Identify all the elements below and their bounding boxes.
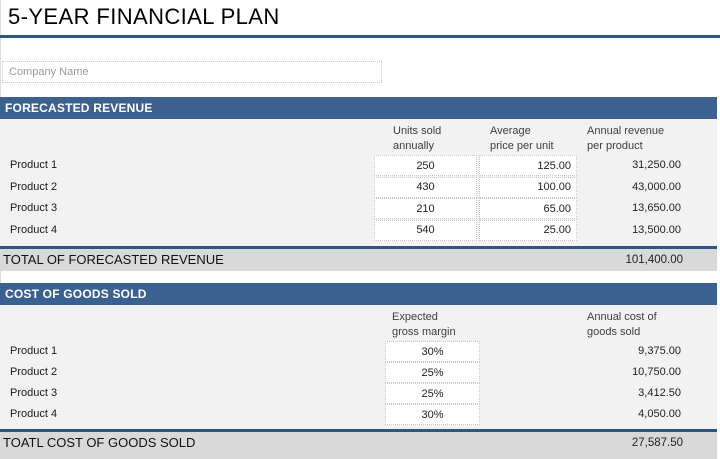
gross-margin-input[interactable] [385, 404, 480, 425]
column-header-annual-cost: Annual cost of goods sold [587, 310, 657, 340]
column-header-line: Annual revenue [587, 125, 665, 137]
product-label: Product 4 [10, 408, 58, 420]
product-label: Product 1 [10, 159, 58, 171]
column-header-line: goods sold [587, 326, 641, 338]
product-label: Product 2 [10, 366, 58, 378]
column-header-units-sold: Units sold annually [393, 124, 441, 154]
units-sold-input[interactable] [374, 198, 477, 219]
cogs-row-product-4: Product 4 4,050.00 [0, 404, 717, 425]
column-header-average-price: Average price per unit [490, 124, 554, 154]
annual-revenue-value: 31,250.00 [632, 159, 681, 171]
price-per-unit-input[interactable] [479, 219, 577, 241]
price-per-unit-input[interactable] [479, 155, 577, 176]
column-header-line: per product [587, 140, 643, 152]
price-per-unit-input[interactable] [479, 176, 577, 198]
product-label: Product 1 [10, 345, 58, 357]
company-name-input[interactable] [2, 61, 382, 83]
section-header-forecasted-revenue: FORECASTED REVENUE [0, 97, 717, 119]
annual-cost-value: 3,412.50 [638, 387, 681, 399]
annual-revenue-value: 13,500.00 [632, 223, 681, 236]
total-cost-of-goods-sold-row: TOATL COST OF GOODS SOLD 27,587.50 [0, 429, 717, 459]
gross-margin-input[interactable] [385, 341, 480, 362]
column-header-line: annually [393, 140, 434, 152]
column-header-line: gross margin [392, 326, 456, 338]
total-label: TOTAL OF FORECASTED REVENUE [3, 252, 224, 267]
column-header-annual-revenue: Annual revenue per product [587, 124, 664, 154]
total-value: 101,400.00 [625, 254, 683, 266]
revenue-row-product-4: Product 4 13,500.00 [0, 219, 717, 241]
product-label: Product 3 [10, 387, 58, 399]
annual-revenue-value: 13,650.00 [632, 202, 681, 214]
revenue-row-product-2: Product 2 43,000.00 [0, 176, 717, 198]
total-forecasted-revenue-row: TOTAL OF FORECASTED REVENUE 101,400.00 [0, 246, 717, 271]
column-header-line: Annual cost of [587, 311, 657, 323]
product-label: Product 3 [10, 202, 58, 214]
title-divider [0, 35, 720, 38]
column-header-gross-margin: Expected gross margin [392, 310, 456, 340]
cogs-row-product-3: Product 3 3,412.50 [0, 383, 717, 404]
product-label: Product 2 [10, 180, 58, 193]
revenue-row-product-1: Product 1 31,250.00 [0, 155, 717, 176]
total-value: 27,587.50 [631, 437, 683, 449]
column-header-line: Expected [392, 311, 438, 323]
cogs-row-product-1: Product 1 9,375.00 [0, 341, 717, 362]
units-sold-input[interactable] [374, 155, 477, 176]
column-header-line: Average [490, 125, 531, 137]
section-forecasted-revenue: FORECASTED REVENUE Units sold annually A… [0, 97, 717, 246]
price-per-unit-input[interactable] [479, 198, 577, 219]
page-title: 5-YEAR FINANCIAL PLAN [8, 4, 280, 29]
cogs-row-product-2: Product 2 10,750.00 [0, 362, 717, 383]
annual-cost-value: 9,375.00 [638, 345, 681, 357]
column-header-line: Units sold [393, 125, 442, 137]
units-sold-input[interactable] [374, 219, 477, 241]
units-sold-input[interactable] [374, 176, 477, 198]
annual-cost-value: 10,750.00 [632, 366, 681, 378]
revenue-row-product-3: Product 3 13,650.00 [0, 198, 717, 219]
section-cost-of-goods-sold: COST OF GOODS SOLD Expected gross margin… [0, 283, 717, 429]
gross-margin-input[interactable] [385, 362, 480, 383]
annual-cost-value: 4,050.00 [638, 408, 681, 420]
total-label: TOATL COST OF GOODS SOLD [3, 435, 196, 450]
product-label: Product 4 [10, 223, 58, 236]
annual-revenue-value: 43,000.00 [632, 180, 681, 193]
column-header-line: price per unit [490, 140, 554, 152]
section-header-cost-of-goods-sold: COST OF GOODS SOLD [0, 283, 717, 305]
gross-margin-input[interactable] [385, 383, 480, 404]
